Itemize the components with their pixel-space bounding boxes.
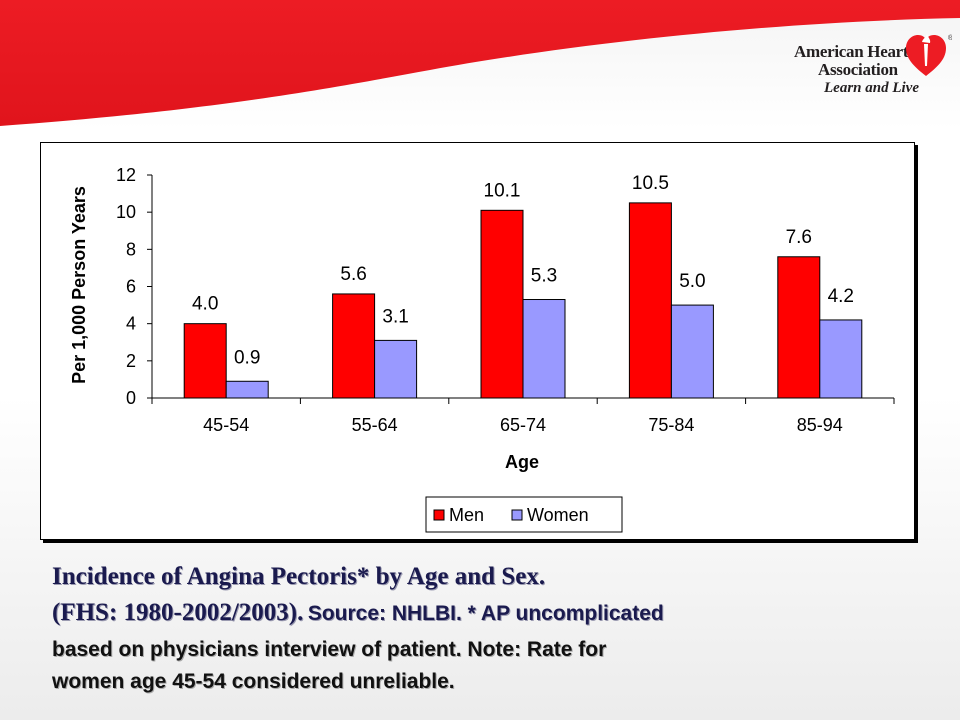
caption-line4: women age 45-54 considered unreliable.: [52, 670, 455, 693]
y-tick-label: 2: [126, 351, 136, 371]
legend-label-women: Women: [527, 505, 589, 525]
data-label: 3.1: [382, 306, 408, 327]
caption-line2: (FHS: 1980-2002/2003). Source: NHLBI. * …: [52, 599, 664, 627]
data-label: 4.2: [828, 286, 854, 307]
caption-title: Incidence of Angina Pectoris* by Age and…: [52, 563, 546, 590]
x-tick-label: 55-64: [352, 415, 398, 435]
x-tick-label: 75-84: [648, 415, 694, 435]
bar-women: [225, 380, 269, 399]
y-axis-title: Per 1,000 Person Years: [69, 186, 89, 384]
logo-tagline: Learn and Live: [824, 80, 919, 96]
bar-women: [670, 304, 714, 399]
y-tick-label: 6: [126, 277, 136, 297]
header-band: [0, 0, 960, 130]
bar-women: [374, 339, 418, 399]
data-label: 5.3: [531, 266, 557, 287]
caption-line3: based on physicians interview of patient…: [52, 638, 607, 661]
data-label: 4.0: [192, 294, 218, 315]
x-tick-label: 85-94: [797, 415, 843, 435]
bar-women: [522, 299, 566, 399]
x-axis-title: Age: [505, 452, 539, 472]
caption-period: (FHS: 1980-2002/2003).: [52, 599, 304, 626]
data-label: 10.1: [484, 180, 521, 201]
bar-men: [183, 323, 227, 399]
heart-torch-icon: ®: [906, 34, 952, 76]
data-label: 5.6: [340, 264, 366, 285]
data-label: 10.5: [632, 173, 669, 194]
legend-swatch-women: [511, 509, 523, 521]
x-tick-label: 45-54: [203, 415, 249, 435]
legend-label-men: Men: [449, 505, 484, 525]
registered-mark: ®: [948, 34, 952, 42]
y-tick-label: 8: [126, 239, 136, 259]
logo-org-line2: Association: [818, 60, 898, 79]
legend-swatch-men: [433, 509, 445, 521]
y-tick-label: 4: [126, 314, 136, 334]
data-label: 5.0: [679, 271, 705, 292]
y-tick-label: 10: [116, 202, 136, 222]
caption-source: Source: NHLBI. * AP uncomplicated: [307, 602, 664, 625]
bar-women: [819, 319, 863, 399]
bar-men: [480, 209, 524, 399]
y-tick-label: 12: [116, 165, 136, 185]
data-label: 7.6: [786, 227, 812, 248]
y-tick-label: 0: [126, 388, 136, 408]
bar-men: [777, 256, 821, 399]
angina-incidence-bar-chart: 0 2 4 6 8 10 12 45-54 4.0 0.9 55-64 5.6 3.1 65-74 10.1…: [69, 165, 895, 533]
bar-men: [332, 293, 376, 399]
legend-box: [425, 496, 623, 533]
bar-men: [628, 202, 672, 399]
x-tick-label: 65-74: [500, 415, 546, 435]
aha-logo: American Heart Association Learn and Liv…: [786, 30, 956, 102]
logo-org-line1: American Heart: [794, 42, 909, 61]
data-label: 0.9: [234, 347, 260, 368]
